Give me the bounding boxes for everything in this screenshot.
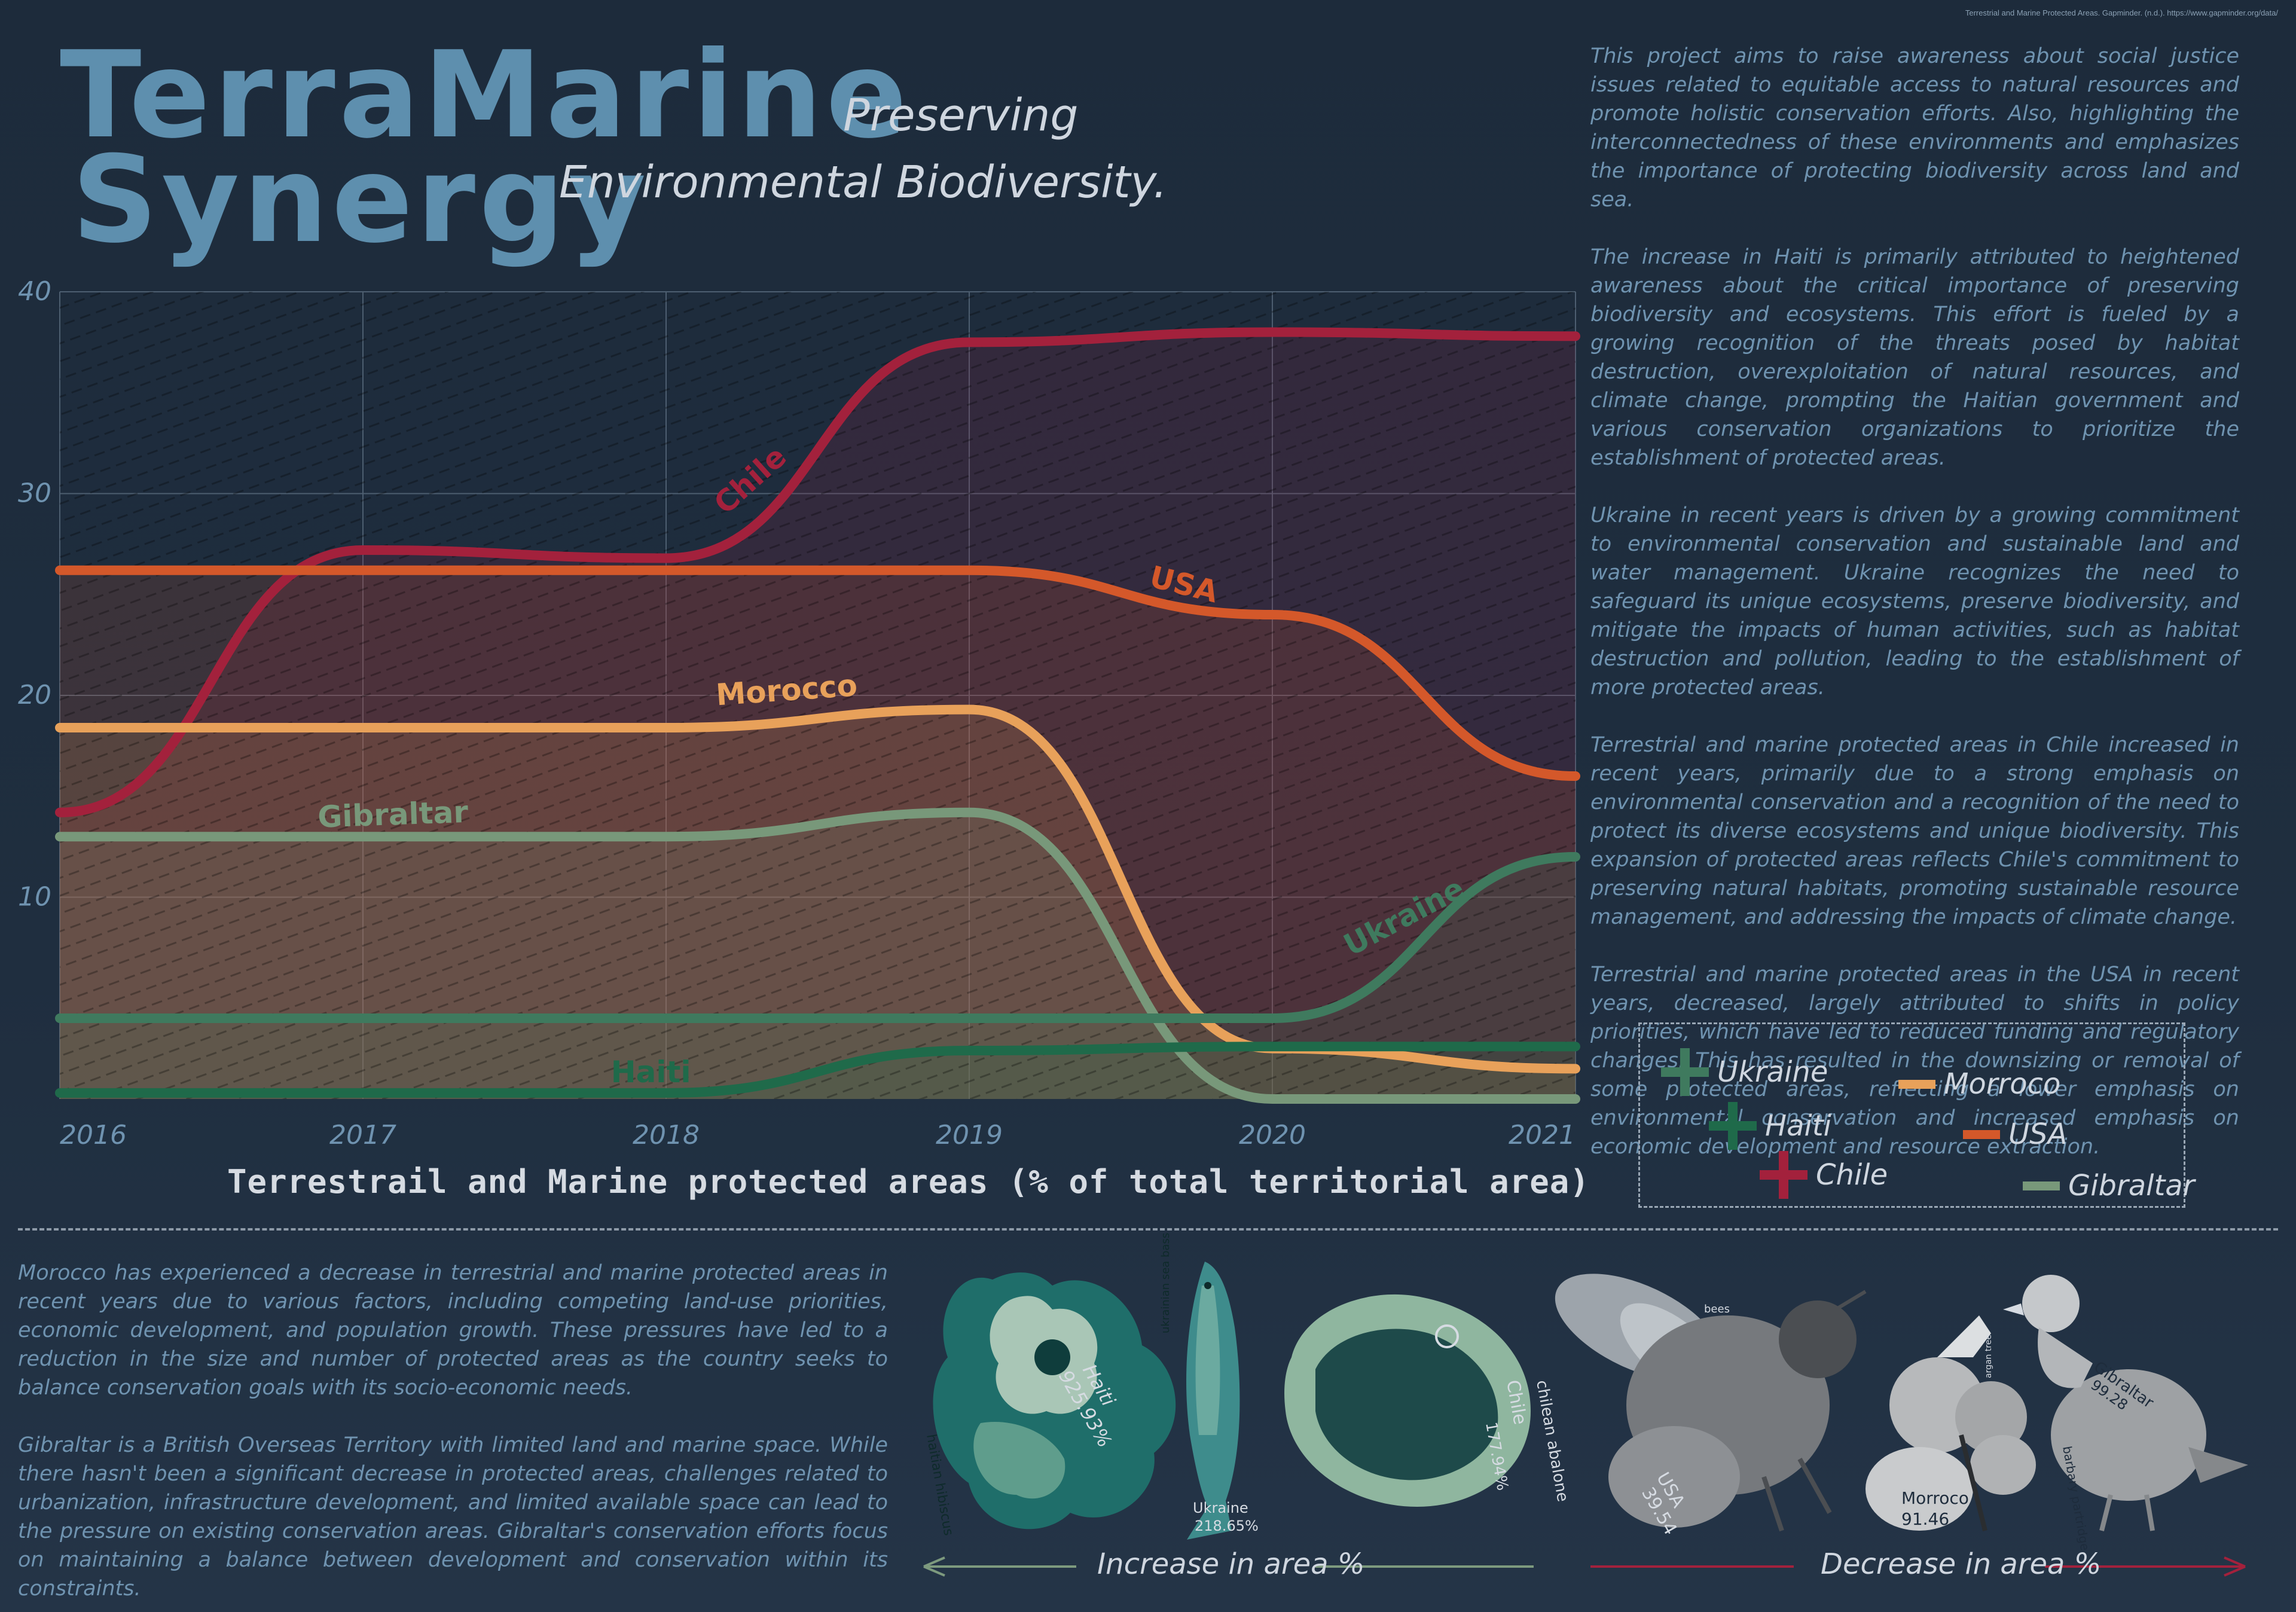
- series-label-haiti: Haiti: [611, 1055, 691, 1089]
- legend-item: Morroco: [1898, 1067, 2060, 1101]
- legend-item: USA: [1963, 1118, 2067, 1151]
- intro-paragraph: Terrestrial and marine protected areas i…: [1590, 963, 2239, 1159]
- bar-icon: [1898, 1079, 1935, 1089]
- section-divider: [18, 1228, 2278, 1231]
- bar-icon: [2023, 1181, 2060, 1190]
- plus-icon: [1709, 1102, 1757, 1150]
- x-tick-label: 2021: [1509, 1120, 1576, 1150]
- y-tick-label: 40: [18, 276, 51, 307]
- x-tick-label: 2017: [329, 1120, 396, 1150]
- y-tick-label: 30: [18, 478, 51, 509]
- bee-illustration: [1555, 1274, 1867, 1532]
- species-label: Morroco: [1901, 1488, 1969, 1508]
- series-line-haiti: [55, 1042, 1580, 1098]
- hibiscus-illustration: [933, 1272, 1176, 1529]
- bottom-text: Morocco has experienced a decrease in te…: [18, 1259, 888, 1612]
- series-lines: [55, 327, 1580, 1104]
- legend-label: Gibraltar: [2068, 1169, 2195, 1202]
- legend-label: Haiti: [1765, 1109, 1831, 1143]
- fish-illustration: [1186, 1262, 1240, 1540]
- bar-icon: [1963, 1129, 2000, 1139]
- title-line-2: Synergy: [72, 130, 650, 270]
- subtitle-line-2: Environmental Biodiversity.: [559, 157, 1168, 208]
- abalone-illustration: [1284, 1294, 1531, 1507]
- x-axis-title: Terrestrail and Marine protected areas (…: [227, 1163, 1590, 1201]
- species-label: Ukraine: [1193, 1500, 1248, 1516]
- bottom-paragraph: Morocco has experienced a decrease in te…: [18, 1261, 888, 1400]
- increase-arrow: [923, 1556, 1534, 1577]
- legend: Ukraine Morroco Haiti USA Chile Gibralta…: [1638, 1022, 2194, 1208]
- x-tick-label: 2016: [60, 1120, 127, 1150]
- series-line-usa: [55, 565, 1580, 781]
- decrease-label: Decrease in area %: [1821, 1547, 2102, 1581]
- species-animal: argan tree: [1984, 1335, 1993, 1378]
- intro-text: This project aims to raise awareness abo…: [1590, 42, 2239, 1190]
- intro-paragraph: This project aims to raise awareness abo…: [1590, 44, 2239, 212]
- band-fills: [60, 292, 1576, 1099]
- bottom-paragraph: Gibraltar is a British Overseas Territor…: [18, 1433, 888, 1601]
- species-value: 91.46: [1901, 1509, 1949, 1529]
- x-tick-label: 2019: [936, 1120, 1003, 1150]
- intro-paragraph: The increase in Haiti is primarily attri…: [1590, 245, 2239, 470]
- legend-label: Morroco: [1944, 1067, 2061, 1101]
- species-animal: ukrainian sea bass: [1159, 1233, 1172, 1333]
- series-line-ukraine: [55, 852, 1580, 1024]
- x-tick-label: 2018: [633, 1120, 700, 1150]
- legend-item: Chile: [1760, 1151, 1888, 1199]
- y-tick-label: 10: [18, 882, 51, 912]
- legend-item: Ukraine: [1661, 1048, 1828, 1096]
- legend-label: Ukraine: [1717, 1055, 1828, 1089]
- decrease-arrow: [1590, 1556, 2246, 1577]
- source-citation: Terrestrial and Marine Protected Areas. …: [1965, 8, 2278, 17]
- band-texture: [60, 292, 1576, 1099]
- species-animal: bees: [1704, 1303, 1730, 1315]
- series-label-gibraltar: Gibraltar: [317, 795, 469, 835]
- plus-icon: [1661, 1048, 1709, 1096]
- intro-paragraph: Terrestrial and marine protected areas i…: [1590, 733, 2239, 929]
- y-tick-label: 20: [18, 680, 51, 710]
- legend-item: Haiti: [1709, 1102, 1831, 1150]
- subtitle-line-1: Preserving: [843, 90, 1079, 141]
- argan-illustration: [1866, 1315, 2036, 1531]
- x-tick-label: 2020: [1239, 1120, 1306, 1150]
- plus-icon: [1760, 1151, 1808, 1199]
- intro-paragraph: Ukraine in recent years is driven by a g…: [1590, 503, 2239, 700]
- species-animal: chilean abalone: [1532, 1379, 1571, 1503]
- increase-label: Increase in area %: [1097, 1547, 1365, 1581]
- series-line-chile: [55, 327, 1580, 817]
- title-line-1: TerraMarine: [60, 26, 911, 165]
- series-line-gibraltar: [55, 807, 1580, 1104]
- legend-item: Gibraltar: [2023, 1169, 2194, 1202]
- legend-label: USA: [2008, 1118, 2068, 1151]
- legend-label: Chile: [1816, 1158, 1888, 1192]
- partridge-illustration: [2003, 1275, 2248, 1531]
- species-value: 218.65%: [1195, 1518, 1259, 1534]
